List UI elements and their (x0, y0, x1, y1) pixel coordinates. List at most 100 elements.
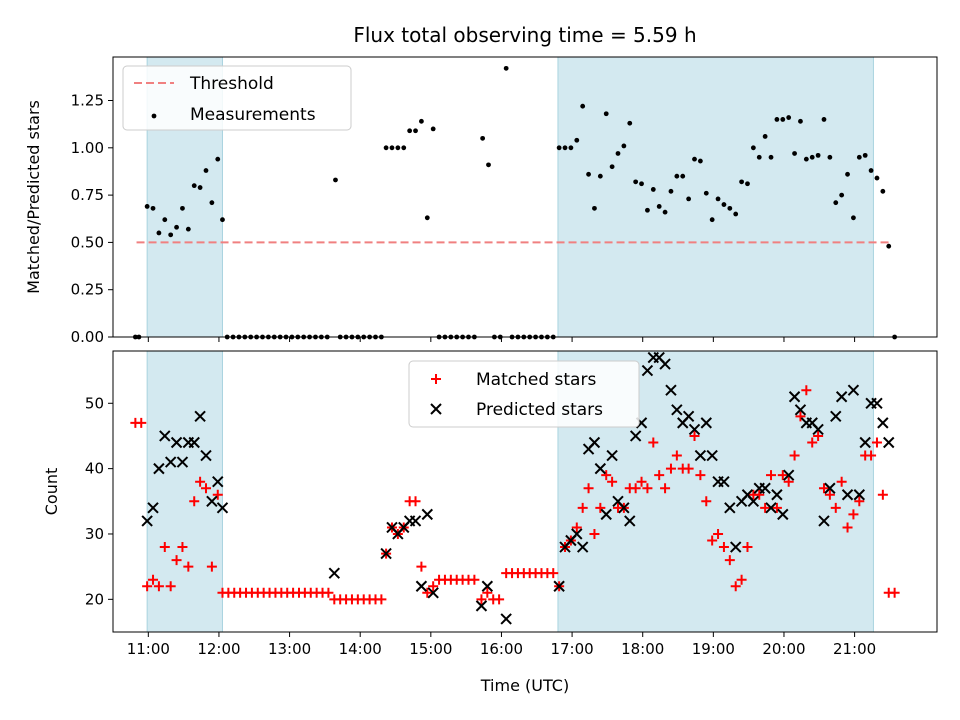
data-point (662, 209, 668, 215)
data-point (615, 151, 621, 156)
data-point (630, 483, 641, 494)
data-point (671, 404, 683, 416)
data-point (164, 456, 177, 468)
data-point (427, 587, 439, 599)
data-point (688, 423, 701, 436)
data-point (482, 587, 493, 598)
data-point (889, 587, 900, 598)
data-point (730, 541, 742, 553)
data-point (413, 128, 418, 134)
data-point (801, 385, 812, 396)
data-point (756, 154, 762, 160)
data-point (768, 154, 774, 160)
data-point (724, 502, 736, 514)
data-point (835, 391, 848, 403)
x-tick-label: 20:00 (762, 640, 805, 658)
data-point (812, 423, 824, 436)
data-point (671, 450, 682, 461)
data-point (494, 594, 505, 605)
data-point (868, 168, 874, 173)
data-point (486, 162, 491, 168)
data-point (818, 483, 829, 494)
data-point (171, 555, 182, 566)
data-point (697, 158, 703, 164)
data-point (654, 470, 665, 481)
data-point (162, 217, 168, 223)
data-point (609, 164, 615, 170)
data-point (428, 581, 439, 592)
data-point (553, 580, 565, 592)
x-tick-label: 18:00 (621, 640, 664, 658)
data-point (845, 171, 850, 177)
data-point (862, 152, 868, 158)
data-point (742, 542, 753, 553)
data-point (136, 417, 147, 428)
data-point (856, 154, 862, 160)
data-point (389, 145, 395, 151)
data-point (592, 205, 597, 211)
data-point (841, 489, 854, 501)
bottom-panel: 20 30 40 50 11:00 12:00 13:00 14:00 15:00 16:00 17… (42, 350, 938, 695)
data-point (694, 449, 707, 462)
data-point (739, 179, 744, 185)
data-point (824, 482, 836, 494)
data-point (645, 207, 650, 213)
data-point (660, 483, 671, 494)
data-point (328, 567, 341, 579)
shaded-interval (557, 56, 874, 338)
data-point (848, 509, 859, 520)
data-point (180, 205, 185, 211)
data-point (409, 515, 422, 527)
legend-box (122, 65, 352, 131)
data-point (730, 581, 741, 592)
data-point (839, 192, 845, 198)
data-point (803, 156, 809, 162)
data-point (618, 502, 630, 514)
data-point (777, 470, 788, 481)
data-point (197, 185, 203, 190)
data-point (212, 489, 223, 500)
data-point (859, 436, 871, 449)
data-point (624, 515, 636, 527)
data-point (200, 449, 212, 462)
data-point (191, 183, 197, 189)
data-point (627, 120, 633, 126)
data-point (588, 436, 601, 449)
y-tick-label: 40 (85, 460, 104, 478)
data-point (877, 489, 888, 500)
x-axis-label: Time (UTC) (480, 676, 569, 695)
data-point (597, 173, 603, 179)
legend-predicted-swatch (430, 403, 442, 415)
legend: Threshold Measurements (122, 65, 352, 131)
data-point (715, 196, 721, 202)
data-point (659, 358, 671, 370)
data-point (794, 404, 807, 416)
data-point (415, 580, 428, 592)
data-point (727, 205, 733, 211)
data-point (665, 384, 677, 396)
data-point (809, 154, 815, 160)
data-point (583, 483, 594, 494)
data-point (706, 449, 718, 462)
data-point (777, 508, 789, 521)
data-point (871, 437, 882, 448)
legend-matched-label: Matched stars (476, 370, 596, 390)
data-point (633, 179, 639, 185)
data-point (571, 528, 583, 540)
y-tick-label: 20 (85, 590, 104, 608)
data-point (827, 154, 833, 160)
data-point (421, 508, 434, 521)
data-point (174, 224, 179, 230)
data-point (718, 542, 729, 553)
data-point (747, 495, 760, 508)
data-point (648, 437, 659, 448)
data-point (830, 502, 841, 513)
data-point (607, 476, 618, 487)
data-point (571, 522, 582, 533)
data-point (765, 502, 777, 514)
data-point (721, 202, 727, 207)
data-point (176, 456, 189, 468)
data-point (586, 171, 591, 177)
x-tick-label: 19:00 (692, 640, 735, 658)
y-tick-label: 30 (85, 525, 104, 543)
